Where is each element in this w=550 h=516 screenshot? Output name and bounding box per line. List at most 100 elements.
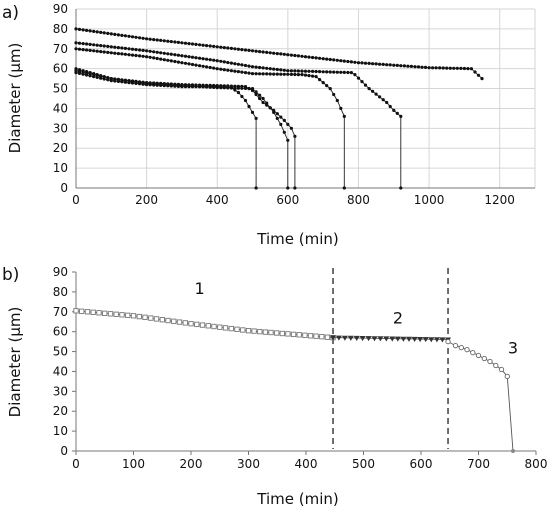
a-data-point [243,98,248,103]
b-data-point [445,338,451,345]
a-data-point [272,67,276,71]
a-data-point [88,29,92,33]
b-data-point [113,311,119,317]
b-data-point [383,336,390,342]
b-data-point [335,335,342,341]
b-data-point [487,358,493,365]
a-data-point [385,100,389,105]
a-data-point [99,76,103,80]
a-data-point [296,54,300,58]
a-data-point [173,53,177,57]
b-data-point [96,310,102,316]
a-data-point [286,53,290,57]
a-data-point [190,42,195,46]
a-data-point [378,62,382,66]
a-data-point [113,32,117,37]
a-data-point [198,85,202,89]
a-data-point [173,40,177,44]
a-data-point [187,62,191,66]
a-data-point [293,69,297,73]
b-data-point [511,449,515,453]
a-data-point [148,55,152,59]
a-data-point [77,41,82,45]
a-data-point [162,39,166,43]
a-data-point [328,57,332,62]
a-data-point [201,85,205,89]
a-data-point [120,46,124,50]
b-data-point [73,308,79,314]
a-data-point [258,50,262,54]
a-data-point [226,86,230,90]
b-series-line [447,341,514,452]
a-data-point [226,46,230,50]
a-data-point [229,86,233,90]
a-x-tick-label: 0 [72,193,80,207]
panel-b-chart: b) 0 10 20 30 40 50 60 70 80 90 0 100 200 300 400 500 60… [2,265,547,508]
a-data-point [473,70,477,74]
a-data-point [85,70,89,74]
a-data-point [88,71,92,75]
a-data-point [180,41,184,45]
a-y-tick-label: 10 [53,161,68,175]
a-data-point [279,115,283,119]
a-data-point [134,48,138,52]
a-data-point [92,49,96,53]
a-data-point [286,138,290,142]
a-data-point [176,83,180,87]
a-data-point [99,50,103,54]
a-data-point [109,32,113,36]
a-data-point [321,57,325,61]
a-data-point [208,65,212,70]
a-data-point [279,122,283,126]
b-data-point [148,315,154,321]
a-data-point [293,134,297,138]
b-y-tick-label: 70 [53,305,68,319]
a-data-point [279,72,283,76]
a-data-point [74,27,78,31]
a-data-point [205,65,209,69]
a-data-point [236,70,240,74]
panel-a-grid [75,8,536,189]
a-data-point [300,69,304,73]
a-data-point [229,46,233,51]
a-data-point [176,53,180,57]
a-data-point [254,92,258,97]
a-data-point [116,52,120,56]
a-data-point [311,69,315,73]
a-data-point [219,67,223,71]
a-data-point [88,74,92,78]
b-data-point [222,325,229,331]
a-data-point [318,56,322,60]
a-data-point [215,59,219,63]
b-data-point [371,336,378,342]
b-y-tick-label: 20 [53,404,68,418]
a-data-point [353,60,357,64]
a-data-point [201,43,205,47]
a-y-tick-label: 70 [53,42,68,56]
a-data-point [74,41,78,45]
a-data-point [413,65,417,69]
a-data-point [99,74,103,78]
a-data-point [127,53,131,57]
b-data-point [188,321,194,327]
b-data-point [329,335,337,341]
a-data-point [77,27,82,31]
a-data-point [367,61,371,65]
a-data-point [198,43,202,47]
a-data-point [113,45,117,49]
a-data-point [275,72,279,76]
a-data-point [208,85,212,89]
a-data-point [399,114,403,118]
a-data-point [99,44,103,48]
a-data-point [166,83,170,87]
b-data-point [433,337,440,343]
a-data-point [406,64,410,68]
a-data-point [183,61,188,65]
a-data-point [176,60,180,64]
a-data-point [314,69,318,74]
a-data-point [201,64,205,68]
a-data-point [240,48,244,52]
a-data-point [229,69,233,73]
b-data-point [240,327,246,333]
b-data-point [211,323,217,330]
